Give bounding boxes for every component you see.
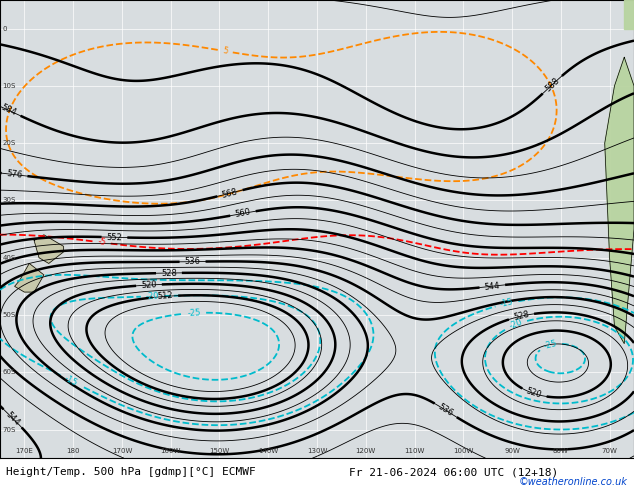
Text: 520: 520 (141, 280, 157, 290)
Text: 130W: 130W (307, 447, 327, 454)
Text: 10S: 10S (3, 83, 16, 89)
Text: 528: 528 (513, 310, 530, 322)
Text: 90W: 90W (504, 447, 520, 454)
Polygon shape (605, 57, 634, 343)
Text: Fr 21-06-2024 06:00 UTC (12+18): Fr 21-06-2024 06:00 UTC (12+18) (349, 467, 558, 477)
Text: 536: 536 (437, 402, 455, 418)
Text: 40S: 40S (3, 255, 16, 261)
Text: 552: 552 (107, 233, 122, 242)
Text: -20: -20 (508, 318, 524, 331)
Polygon shape (15, 264, 44, 292)
Text: 536: 536 (184, 257, 200, 266)
Text: -25: -25 (188, 308, 202, 318)
Text: 520: 520 (525, 387, 543, 400)
Text: 170W: 170W (112, 447, 132, 454)
Text: 528: 528 (161, 269, 177, 278)
Text: 0: 0 (3, 25, 7, 32)
Text: 180: 180 (67, 447, 80, 454)
Text: 170E: 170E (15, 447, 34, 454)
Text: 544: 544 (4, 410, 22, 427)
Text: 50S: 50S (3, 312, 16, 318)
Text: 70W: 70W (602, 447, 618, 454)
Text: 80W: 80W (553, 447, 569, 454)
Text: 576: 576 (6, 169, 23, 180)
Text: 568: 568 (221, 187, 239, 199)
Text: -5: -5 (97, 238, 107, 247)
Text: 140W: 140W (258, 447, 278, 454)
Polygon shape (34, 235, 63, 264)
Text: Height/Temp. 500 hPa [gdmp][°C] ECMWF: Height/Temp. 500 hPa [gdmp][°C] ECMWF (6, 467, 256, 477)
Text: ©weatheronline.co.uk: ©weatheronline.co.uk (519, 477, 628, 488)
Text: 512: 512 (157, 292, 174, 301)
Text: 70S: 70S (3, 426, 16, 433)
Text: 560: 560 (235, 208, 252, 219)
Text: 60S: 60S (3, 369, 16, 375)
Text: 584: 584 (0, 103, 18, 118)
Polygon shape (624, 0, 634, 28)
Text: 5: 5 (222, 46, 229, 56)
Text: 150W: 150W (209, 447, 230, 454)
Text: 120W: 120W (356, 447, 376, 454)
Text: 588: 588 (543, 76, 561, 94)
Text: -15: -15 (63, 373, 79, 388)
Text: 110W: 110W (404, 447, 425, 454)
Text: -20: -20 (146, 292, 160, 301)
Text: 20S: 20S (3, 140, 16, 146)
Text: -25: -25 (543, 339, 558, 351)
Text: -15: -15 (499, 297, 514, 310)
Text: 100W: 100W (453, 447, 474, 454)
Text: 30S: 30S (3, 197, 16, 203)
Text: 160W: 160W (160, 447, 181, 454)
Text: 544: 544 (484, 281, 501, 292)
